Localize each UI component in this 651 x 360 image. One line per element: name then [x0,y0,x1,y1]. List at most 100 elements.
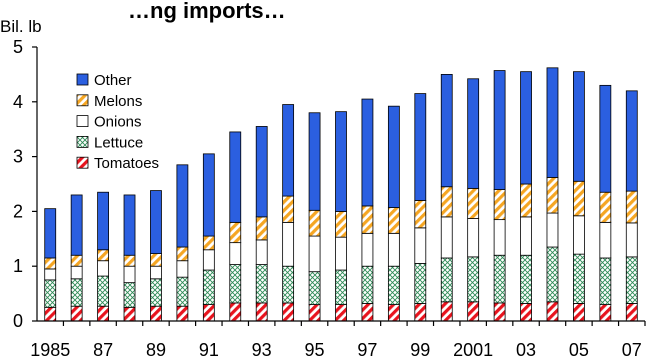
bar-segment-onions-2005 [573,215,585,255]
bar-segment-tomatoes-2007 [625,303,638,322]
bar-segment-onions-1997 [361,232,374,267]
bar-segment-tomatoes-1996 [335,304,347,322]
bar-segment-lettuce-1986 [70,278,83,307]
bar-segment-lettuce-1989 [150,278,162,307]
bar-segment-other-1999 [414,93,427,201]
bar-segment-melons-1987 [97,249,109,262]
x-tick-label: 93 [252,340,272,360]
legend-label-onions: Onions [94,114,142,131]
y-tick-label: 3 [13,147,23,167]
chart-title: …ng imports… [128,0,286,23]
x-tick-label: 91 [199,340,219,360]
y-axis-unit-label: Bil. lb [0,17,42,36]
bar-segment-onions-2000 [440,216,453,259]
bar-segment-onions-2001 [467,218,480,258]
bar-segment-tomatoes-1991 [202,304,215,322]
bar-segment-lettuce-1988 [123,282,136,308]
bar-segment-onions-1990 [176,260,189,278]
bar-segment-onions-2003 [520,216,532,256]
bar-segment-onions-1992 [229,242,242,265]
bar-segment-onions-1991 [202,249,215,271]
bar-segment-melons-1985 [44,257,57,270]
bar-segment-onions-1989 [150,265,162,280]
bar-segment-onions-1995 [308,235,321,273]
bar-segment-tomatoes-2003 [520,303,532,322]
bar-segment-onions-1998 [387,232,400,267]
bar-segment-melons-2000 [440,186,453,218]
bar-segment-lettuce-2006 [599,257,612,305]
bar-segment-onions-2004 [546,212,559,248]
legend-label-other: Other [94,72,132,89]
bar-segment-onions-1987 [97,260,109,277]
bar-segment-other-1998 [387,105,400,208]
bar-segment-other-1985 [44,208,57,259]
x-tick-label: 97 [357,340,377,360]
x-tick-label: 89 [146,340,166,360]
bar-segment-tomatoes-2000 [440,301,453,322]
bar-segment-other-2003 [520,71,532,185]
bar-segment-other-1996 [335,111,347,212]
bar-segment-onions-1988 [123,265,136,284]
legend: Other Melons Onions Lettuce Tomatoes [76,72,159,172]
legend-swatch-tomatoes [76,156,89,169]
legend-swatch-lettuce [76,135,89,148]
bar-segment-lettuce-1996 [335,269,347,305]
bar-segment-onions-1994 [282,221,295,267]
bar-segment-lettuce-1987 [97,275,109,307]
bar-segment-tomatoes-1994 [282,302,295,322]
bar-segment-tomatoes-1995 [308,304,321,322]
legend-swatch-onions [76,115,89,127]
x-tick-label: 05 [569,340,589,360]
bar-segment-other-2004 [546,67,559,178]
bar-segment-melons-2003 [520,183,532,218]
bar-segment-tomatoes-2006 [599,304,612,322]
bar-segment-lettuce-2000 [440,257,453,303]
bar-segment-melons-2005 [573,180,585,217]
bar-segment-tomatoes-1986 [70,305,83,322]
bar-segment-lettuce-1998 [387,265,400,305]
bar-segment-tomatoes-2005 [573,303,585,322]
bar-segment-onions-1993 [255,239,268,265]
bar-segment-lettuce-2004 [546,246,559,303]
x-tick-label: 07 [622,340,642,360]
bar-segment-melons-2007 [625,190,638,224]
bar-segment-other-1989 [150,190,162,255]
bar-segment-other-2001 [467,78,480,189]
bar-segment-lettuce-1999 [414,263,427,304]
x-tick-label: 1985 [30,340,70,360]
bar-segment-lettuce-2005 [573,253,585,304]
bar-segment-tomatoes-1987 [97,305,109,322]
bar-segment-melons-1998 [387,207,400,234]
bar-segment-other-1991 [202,153,215,237]
bar-segment-melons-1997 [361,205,374,234]
x-tick-label: 03 [516,340,536,360]
bar-segment-lettuce-2002 [493,254,506,304]
bar-segment-other-2007 [625,90,638,192]
bar-segment-tomatoes-1992 [229,302,242,322]
bar-segment-lettuce-1991 [202,269,215,305]
bar-segment-tomatoes-1998 [387,304,400,322]
bar-segment-other-2000 [440,74,453,188]
bar-segment-lettuce-2003 [520,254,532,304]
x-tick-label: 87 [93,340,113,360]
bar-segment-melons-1988 [123,254,136,267]
bar-segment-other-2005 [573,71,585,182]
bar-segment-lettuce-1990 [176,276,189,307]
bar-segment-lettuce-1994 [282,265,295,304]
bar-segment-onions-1985 [44,268,57,281]
y-axis: 0 1 2 3 4 5 [13,37,38,331]
bars [44,67,638,322]
bar-segment-melons-1994 [282,195,295,223]
bar-segment-melons-1993 [255,216,268,241]
bar-segment-tomatoes-1985 [44,306,57,322]
y-tick-label: 0 [13,311,23,331]
bar-segment-tomatoes-1997 [361,303,374,322]
y-tick-label: 1 [13,256,23,276]
bar-segment-lettuce-1997 [361,265,374,304]
bar-segment-other-1990 [176,164,189,248]
bar-segment-melons-1992 [229,221,242,244]
legend-label-lettuce: Lettuce [94,134,143,151]
bar-segment-other-1986 [70,194,83,256]
bar-segment-lettuce-2001 [467,256,480,303]
